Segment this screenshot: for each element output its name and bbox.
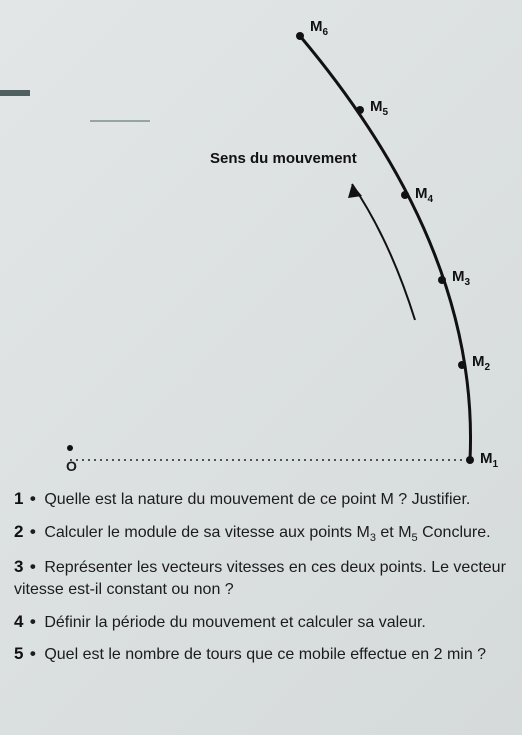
direction-label: Sens du mouvement: [210, 150, 357, 167]
origin-dot: [67, 445, 73, 451]
question-2: 2 • Calculer le module de sa vitesse aux…: [14, 521, 508, 546]
diagram-svg: [0, 0, 522, 475]
q2-text-part-c: Conclure.: [418, 524, 491, 541]
question-4: 4 • Définir la période du mouvement et c…: [14, 611, 508, 634]
question-1: 1 • Quelle est la nature du mouvement de…: [14, 488, 508, 511]
origin-label: O: [66, 458, 77, 474]
point-M1: [466, 456, 474, 464]
question-5: 5 • Quel est le nombre de tours que ce m…: [14, 643, 508, 666]
point-M2: [458, 361, 466, 369]
label-M3: M3: [452, 268, 470, 288]
q2-number: 2: [14, 522, 23, 541]
q4-text: Définir la période du mouvement et calcu…: [44, 614, 426, 631]
q1-text: Quelle est la nature du mouvement de ce …: [44, 491, 470, 508]
q2-text-part-b: et M: [376, 524, 412, 541]
q3-number: 3: [14, 557, 23, 576]
q5-text: Quel est le nombre de tours que ce mobil…: [44, 646, 486, 663]
q2-text-part-a: Calculer le module de sa vitesse aux poi…: [44, 524, 370, 541]
point-M4: [401, 191, 409, 199]
q1-number: 1: [14, 489, 23, 508]
questions-block: 1 • Quelle est la nature du mouvement de…: [14, 482, 508, 676]
bullet-icon: •: [30, 522, 36, 541]
trajectory-diagram: M6 M5 M4 M3 M2 M1 Sens du mouvement O: [0, 0, 522, 475]
question-3: 3 • Représenter les vecteurs vitesses en…: [14, 556, 508, 601]
point-M6: [296, 32, 304, 40]
label-M5: M5: [370, 98, 388, 118]
q3-text: Représenter les vecteurs vitesses en ces…: [14, 559, 506, 598]
label-M2: M2: [472, 353, 490, 373]
bullet-icon: •: [30, 612, 36, 631]
q4-number: 4: [14, 612, 23, 631]
q5-number: 5: [14, 644, 23, 663]
label-M4: M4: [415, 185, 433, 205]
direction-arrowhead: [348, 184, 362, 198]
exercise-page: M6 M5 M4 M3 M2 M1 Sens du mouvement O 1 …: [0, 0, 522, 735]
bullet-icon: •: [30, 644, 36, 663]
direction-arc: [352, 184, 415, 320]
label-M1: M1: [480, 450, 498, 470]
bullet-icon: •: [30, 489, 36, 508]
point-M5: [356, 106, 364, 114]
bullet-icon: •: [30, 557, 36, 576]
point-M3: [438, 276, 446, 284]
label-M6: M6: [310, 18, 328, 38]
